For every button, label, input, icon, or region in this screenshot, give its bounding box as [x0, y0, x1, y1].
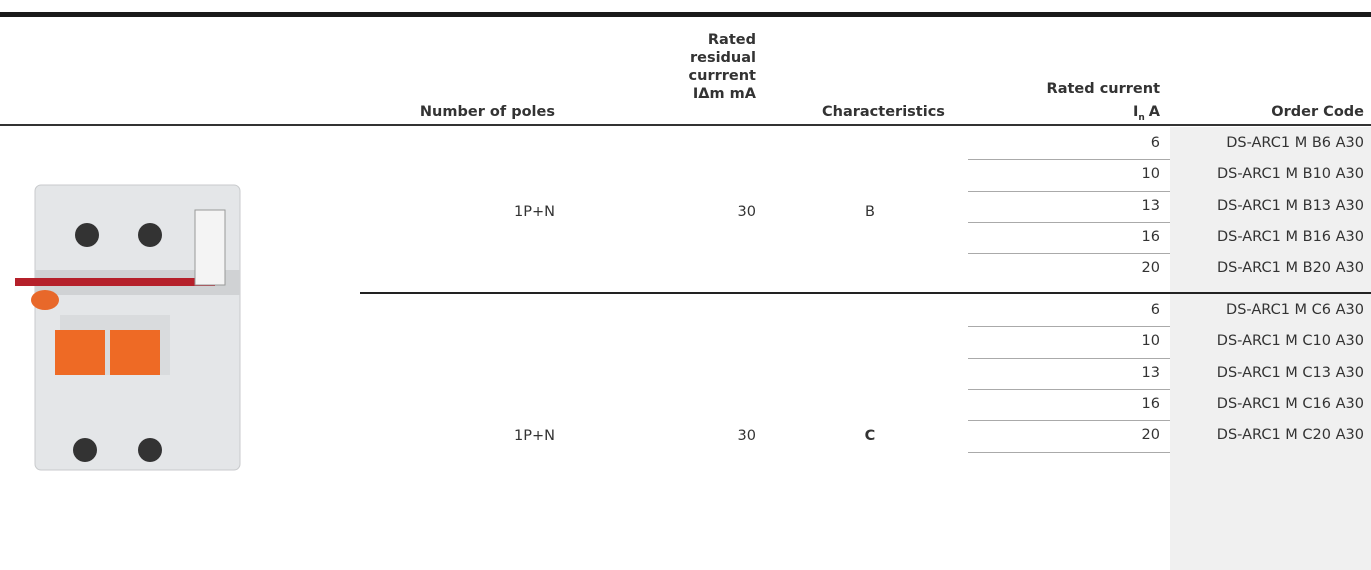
current-cell: 6 [1150, 302, 1160, 318]
current-cell: 6 [1150, 135, 1160, 151]
header-current: Rated current [1046, 81, 1160, 97]
residual-cell: 30 [737, 428, 756, 444]
poles-cell: 1P+N [514, 428, 555, 444]
code-cell: DS-ARC1 M C13 A30 [1216, 364, 1364, 381]
code-column-bg [1170, 127, 1371, 570]
current-cell: 10 [1141, 166, 1160, 183]
code-cell: DS-ARC1 M B6 A30 [1226, 135, 1364, 151]
row-rule [968, 451, 1170, 453]
current-cell: 20 [1141, 427, 1160, 444]
characteristic-cell: C [864, 428, 876, 444]
code-cell: DS-ARC1 M C10 A30 [1216, 333, 1364, 350]
row-rule [968, 190, 1170, 192]
current-cell: 13 [1141, 364, 1160, 381]
group-rule [360, 292, 1371, 294]
header-current-subscript: n [1138, 112, 1145, 123]
characteristic-cell: B [865, 204, 875, 220]
code-cell: DS-ARC1 M B20 A30 [1216, 260, 1364, 277]
current-cell: 16 [1141, 395, 1160, 412]
row-rule [968, 388, 1170, 390]
row-rule [968, 221, 1170, 223]
row-rule [968, 357, 1170, 359]
row-rule [968, 326, 1170, 328]
code-cell: DS-ARC1 M B10 A30 [1216, 166, 1364, 183]
header-rule [0, 124, 1371, 126]
current-cell: 13 [1141, 197, 1160, 214]
poles-cell: 1P+N [514, 204, 555, 220]
code-cell: DS-ARC1 M C20 A30 [1216, 427, 1364, 444]
top-rule [0, 12, 1371, 17]
current-cell: 20 [1141, 260, 1160, 277]
code-cell: DS-ARC1 M B13 A30 [1216, 197, 1364, 214]
header-residual: Rated residual currrent IΔm mA [688, 32, 756, 102]
header-current-symbol: I [1132, 104, 1139, 120]
row-rule [968, 253, 1170, 255]
code-cell: DS-ARC1 M C16 A30 [1216, 395, 1364, 412]
code-cell: DS-ARC1 M B16 A30 [1216, 228, 1364, 245]
code-cell: DS-ARC1 M C6 A30 [1226, 302, 1364, 318]
header-characteristics: Characteristics [822, 104, 945, 120]
product-image [15, 184, 241, 471]
header-code: Order Code [1271, 104, 1364, 120]
header-current-unit: A [1148, 104, 1160, 120]
header-poles: Number of poles [419, 104, 555, 120]
header-current-unit: In A [1133, 103, 1160, 127]
current-cell: 10 [1141, 333, 1160, 350]
row-rule [968, 420, 1170, 422]
residual-cell: 30 [737, 204, 756, 220]
current-cell: 16 [1141, 228, 1160, 245]
row-rule [968, 159, 1170, 161]
